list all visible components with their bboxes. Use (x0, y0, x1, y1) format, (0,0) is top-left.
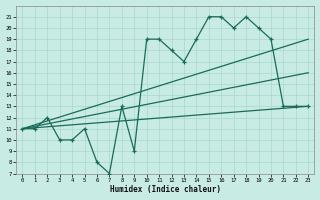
X-axis label: Humidex (Indice chaleur): Humidex (Indice chaleur) (110, 185, 221, 194)
